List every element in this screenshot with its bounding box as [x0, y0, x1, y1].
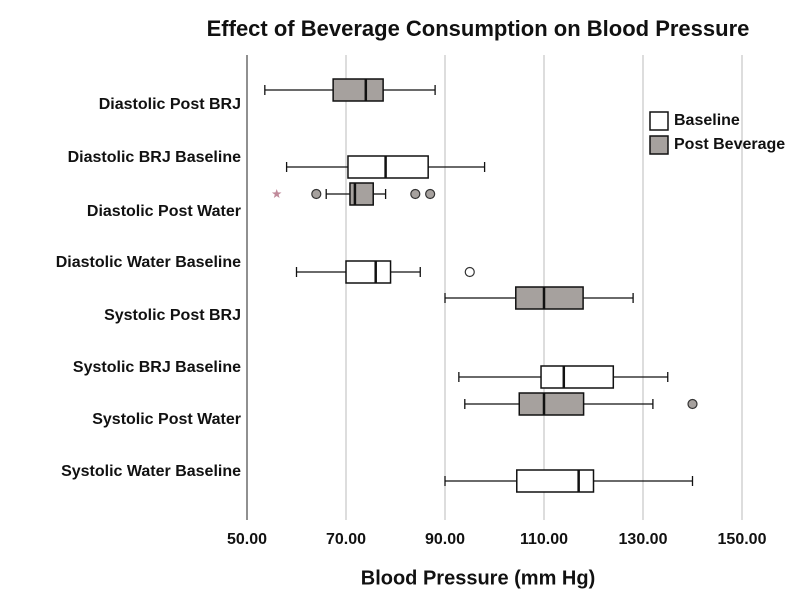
box [515, 286, 584, 310]
x-axis-label: Blood Pressure (mm Hg) [361, 567, 595, 589]
outlier [410, 188, 421, 200]
y-tick-label: Diastolic Post BRJ [99, 96, 241, 113]
legend-label: Post Beverage [674, 136, 785, 153]
legend-label: Baseline [674, 112, 740, 129]
legend-swatch [649, 135, 669, 155]
x-tick-label: 110.00 [520, 531, 568, 548]
outlier [311, 188, 322, 200]
x-tick-label: 90.00 [425, 531, 465, 548]
box [540, 365, 615, 389]
y-tick-label: Systolic BRJ Baseline [73, 359, 241, 376]
box [349, 182, 374, 206]
extreme-outlier [271, 189, 282, 198]
y-tick-label: Diastolic BRJ Baseline [68, 149, 242, 166]
x-tick-label: 130.00 [619, 531, 668, 548]
box [518, 392, 585, 416]
x-tick-label: 70.00 [326, 531, 366, 548]
y-tick-label: Diastolic Post Water [87, 203, 241, 220]
box [345, 260, 392, 284]
box [516, 469, 595, 493]
y-tick-label: Systolic Water Baseline [61, 463, 241, 480]
legend-swatch [649, 111, 669, 131]
x-tick-label: 150.00 [718, 531, 767, 548]
y-tick-label: Systolic Post BRJ [104, 307, 241, 324]
chart-title: Effect of Beverage Consumption on Blood … [207, 16, 750, 41]
outlier [687, 398, 698, 410]
x-tick-label: 50.00 [227, 531, 267, 548]
outlier [464, 266, 475, 278]
y-tick-label: Systolic Post Water [92, 411, 241, 428]
box [347, 155, 429, 179]
box [332, 78, 384, 102]
outlier [425, 188, 436, 200]
y-tick-label: Diastolic Water Baseline [56, 254, 241, 271]
